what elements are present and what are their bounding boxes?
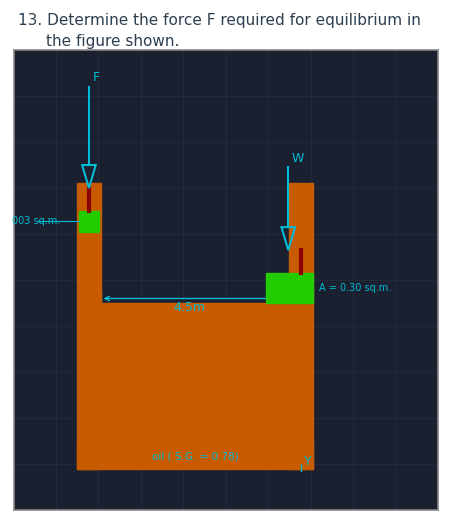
Text: 13. Determine the force F required for equilibrium in: 13. Determine the force F required for e… bbox=[18, 13, 420, 28]
Text: Y: Y bbox=[304, 455, 311, 468]
Text: 003 sq.m.: 003 sq.m. bbox=[11, 216, 60, 226]
Text: oil ( S.G. = 0.78): oil ( S.G. = 0.78) bbox=[151, 451, 238, 461]
Bar bbox=[79, 211, 99, 232]
Bar bbox=[77, 184, 101, 469]
Bar bbox=[265, 273, 312, 303]
Text: the figure shown.: the figure shown. bbox=[46, 34, 178, 49]
Text: F: F bbox=[92, 72, 99, 85]
Text: 4.5m: 4.5m bbox=[173, 301, 205, 314]
Text: A = 0.30 sq.m.: A = 0.30 sq.m. bbox=[318, 283, 390, 293]
Bar bbox=[77, 443, 312, 469]
Bar bbox=[289, 184, 312, 469]
Bar bbox=[101, 303, 289, 443]
Text: W: W bbox=[291, 152, 303, 165]
